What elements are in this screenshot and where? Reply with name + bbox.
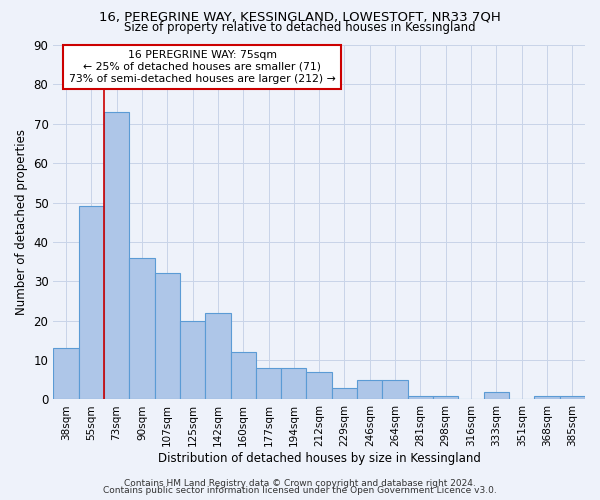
Bar [53, 348, 79, 400]
Bar [104, 112, 129, 400]
Text: Size of property relative to detached houses in Kessingland: Size of property relative to detached ho… [124, 22, 476, 35]
X-axis label: Distribution of detached houses by size in Kessingland: Distribution of detached houses by size … [158, 452, 481, 465]
Bar [205, 313, 230, 400]
Text: Contains public sector information licensed under the Open Government Licence v3: Contains public sector information licen… [103, 486, 497, 495]
Bar [155, 274, 180, 400]
Bar [535, 396, 560, 400]
Text: 16, PEREGRINE WAY, KESSINGLAND, LOWESTOFT, NR33 7QH: 16, PEREGRINE WAY, KESSINGLAND, LOWESTOF… [99, 11, 501, 24]
Bar [256, 368, 281, 400]
Text: 16 PEREGRINE WAY: 75sqm
← 25% of detached houses are smaller (71)
73% of semi-de: 16 PEREGRINE WAY: 75sqm ← 25% of detache… [69, 50, 335, 84]
Bar [230, 352, 256, 400]
Bar [357, 380, 382, 400]
Bar [180, 320, 205, 400]
Bar [79, 206, 104, 400]
Bar [129, 258, 155, 400]
Bar [433, 396, 458, 400]
Bar [560, 396, 585, 400]
Bar [307, 372, 332, 400]
Bar [408, 396, 433, 400]
Text: Contains HM Land Registry data © Crown copyright and database right 2024.: Contains HM Land Registry data © Crown c… [124, 478, 476, 488]
Bar [281, 368, 307, 400]
Bar [332, 388, 357, 400]
Bar [382, 380, 408, 400]
Y-axis label: Number of detached properties: Number of detached properties [15, 129, 28, 315]
Bar [484, 392, 509, 400]
